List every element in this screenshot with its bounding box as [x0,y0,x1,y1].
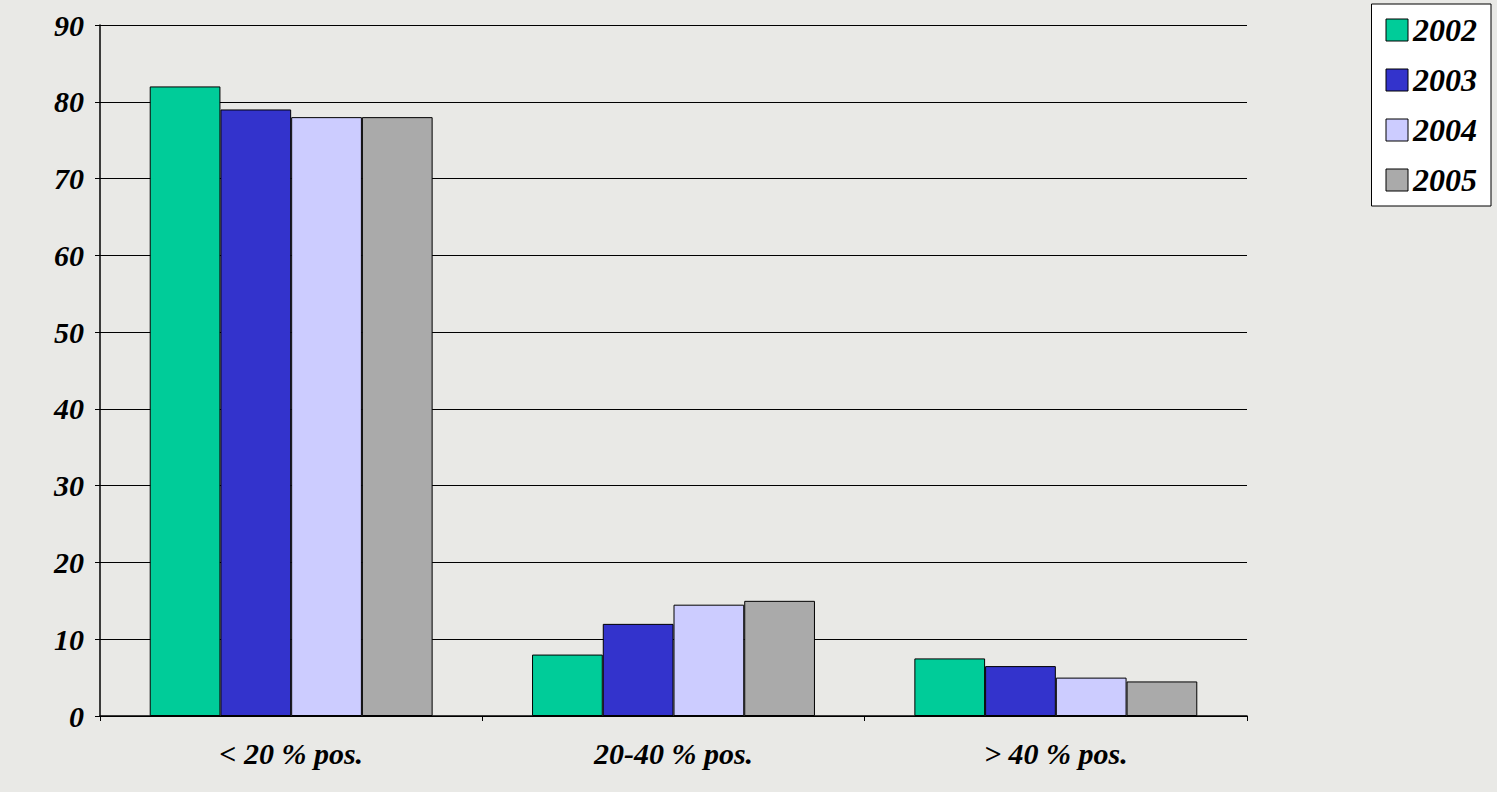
svg-text:2005: 2005 [1412,162,1477,198]
svg-text:0: 0 [69,700,84,733]
svg-text:60: 60 [54,239,84,272]
svg-text:20: 20 [53,546,84,579]
svg-text:2004: 2004 [1412,112,1477,148]
svg-text:80: 80 [54,85,84,118]
svg-text:10: 10 [54,623,84,656]
svg-text:90: 90 [54,9,84,42]
svg-text:70: 70 [54,162,84,195]
svg-text:50: 50 [54,316,84,349]
svg-text:> 40 % pos.: > 40 % pos. [984,737,1128,770]
svg-text:20-40 % pos.: 20-40 % pos. [593,737,753,770]
svg-text:< 20 % pos.: < 20 % pos. [219,737,363,770]
svg-text:30: 30 [53,469,84,502]
svg-text:40: 40 [53,392,84,425]
svg-text:2003: 2003 [1412,62,1477,98]
svg-text:2002: 2002 [1412,12,1477,48]
